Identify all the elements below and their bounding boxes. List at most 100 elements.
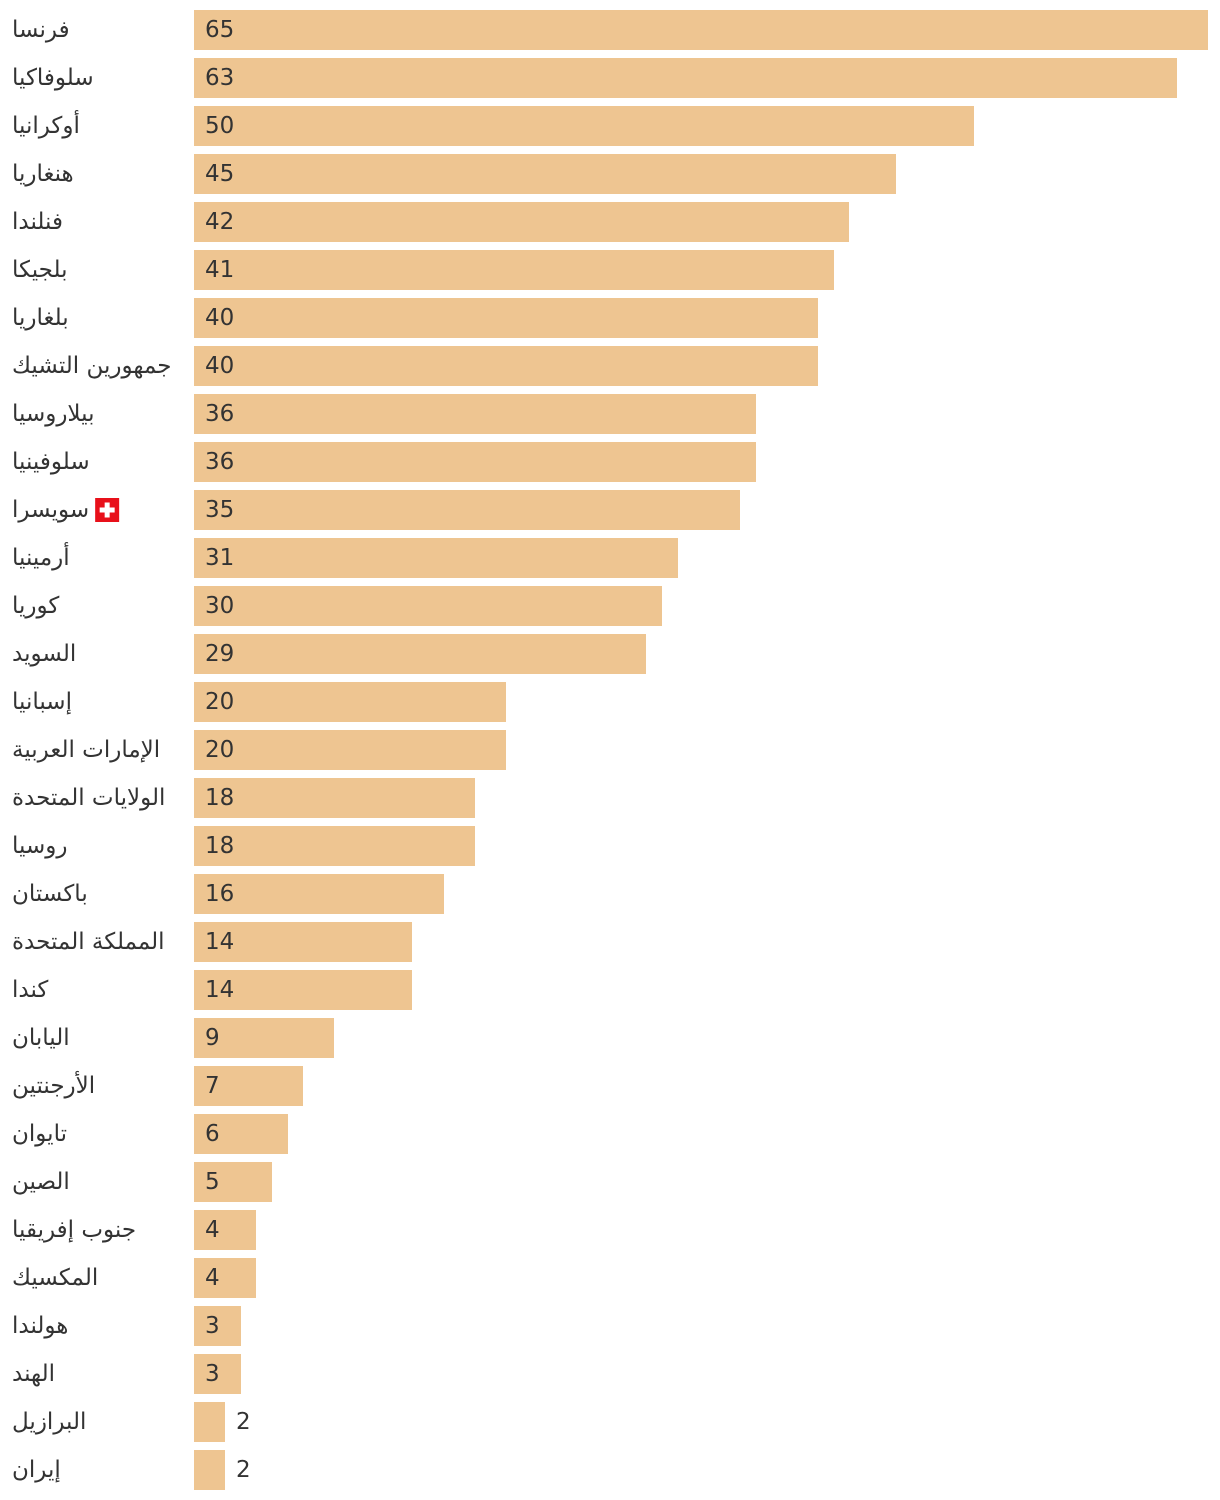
value-label: 41	[205, 257, 234, 283]
bar-row: الأرجنتين 7	[12, 1066, 303, 1106]
bar	[194, 922, 412, 962]
value-label: 7	[205, 1073, 220, 1099]
bar-row: جمهورين التشيك 40	[12, 346, 818, 386]
category-label: جنوب إفريقيا	[12, 1217, 136, 1243]
bar-row: فنلندا 42	[12, 202, 849, 242]
bar-row: جنوب إفريقيا 4	[12, 1210, 256, 1250]
bar-row: تايوان 6	[12, 1114, 288, 1154]
category-label: السويد	[12, 641, 76, 667]
value-label: 2	[236, 1457, 251, 1483]
value-label: 9	[205, 1025, 220, 1051]
category-label: روسيا	[12, 833, 67, 859]
bar	[194, 1066, 303, 1106]
bar-row: إسبانيا 20	[12, 682, 506, 722]
category-label: تايوان	[12, 1121, 67, 1147]
bar	[194, 1162, 272, 1202]
bar-row: سلوفينيا 36	[12, 442, 756, 482]
bar	[194, 778, 475, 818]
category-label: بلغاريا	[12, 305, 69, 331]
bar-row: المكسيك 4	[12, 1258, 256, 1298]
swiss-flag-icon	[95, 498, 120, 522]
value-label: 20	[205, 689, 234, 715]
value-label: 63	[205, 65, 234, 91]
value-label: 29	[205, 641, 234, 667]
bar-row: فرنسا 65	[12, 10, 1208, 50]
bar	[194, 586, 662, 626]
value-label: 4	[205, 1217, 220, 1243]
bar-row: بيلاروسيا 36	[12, 394, 756, 434]
value-label: 14	[205, 977, 234, 1003]
category-label: كوريا	[12, 593, 59, 619]
bar-row: الهند 3	[12, 1354, 241, 1394]
value-label: 14	[205, 929, 234, 955]
category-label: الإمارات العربية	[12, 737, 160, 763]
bar-row: إيران 2	[12, 1450, 251, 1490]
category-label: أوكرانيا	[12, 110, 80, 139]
bar	[194, 202, 849, 242]
bar-row: الصين 5	[12, 1162, 272, 1202]
bar	[194, 490, 740, 530]
bar	[194, 346, 818, 386]
bar	[194, 634, 646, 674]
bar-row: سلوفاكيا 63	[12, 58, 1177, 98]
bar-row: روسيا 18	[12, 826, 475, 866]
value-label: 16	[205, 881, 234, 907]
bar-row: الإمارات العربية 20	[12, 730, 506, 770]
bar	[194, 154, 896, 194]
value-label: 4	[205, 1265, 220, 1291]
category-label: إسبانيا	[12, 689, 72, 715]
value-label: 6	[205, 1121, 220, 1147]
category-label: سويسرا	[12, 497, 89, 523]
bar	[194, 730, 506, 770]
bar-row: أوكرانيا 50	[12, 106, 974, 146]
value-label: 30	[205, 593, 234, 619]
value-label: 31	[205, 545, 234, 571]
bar	[194, 298, 818, 338]
bar	[194, 1354, 241, 1394]
bar	[194, 1210, 256, 1250]
bar-row: سويسرا 35	[12, 490, 740, 530]
category-label: باكستان	[12, 881, 88, 907]
value-label: 3	[205, 1361, 220, 1387]
category-label: سلوفينيا	[12, 449, 90, 475]
value-label: 50	[205, 113, 234, 139]
value-label: 5	[205, 1169, 220, 1195]
bar-row: السويد 29	[12, 634, 646, 674]
bar	[194, 1114, 288, 1154]
bar-row: باكستان 16	[12, 874, 444, 914]
category-label: الهند	[12, 1361, 55, 1387]
bar	[194, 10, 1208, 50]
category-label: فنلندا	[12, 209, 63, 235]
category-label: اليابان	[12, 1025, 70, 1051]
value-label: 20	[205, 737, 234, 763]
bar	[194, 58, 1177, 98]
bar-row: كندا 14	[12, 970, 412, 1010]
bar-row: اليابان 9	[12, 1018, 334, 1058]
bar-row: البرازيل 2	[12, 1402, 251, 1442]
bar	[194, 682, 506, 722]
bar	[194, 1450, 225, 1490]
bar	[194, 1402, 225, 1442]
category-label: الأرجنتين	[12, 1071, 95, 1099]
value-label: 2	[236, 1409, 251, 1435]
value-label: 18	[205, 785, 234, 811]
category-label: الولايات المتحدة	[12, 785, 165, 811]
value-label: 3	[205, 1313, 220, 1339]
bar-row: بلجيكا 41	[12, 250, 834, 290]
category-label: المكسيك	[12, 1265, 98, 1291]
bar-row: هولندا 3	[12, 1306, 241, 1346]
category-label: إيران	[12, 1457, 61, 1483]
category-label: جمهورين التشيك	[12, 353, 172, 379]
category-label: هنغاريا	[12, 161, 74, 187]
bar	[194, 1306, 241, 1346]
bar	[194, 1258, 256, 1298]
value-label: 40	[205, 353, 234, 379]
value-label: 65	[205, 17, 234, 43]
bar	[194, 538, 678, 578]
category-label: بلجيكا	[12, 257, 68, 283]
category-label: فرنسا	[12, 17, 70, 43]
value-label: 36	[205, 449, 234, 475]
value-label: 36	[205, 401, 234, 427]
category-label: سلوفاكيا	[12, 65, 94, 91]
bar-row: كوريا 30	[12, 586, 662, 626]
